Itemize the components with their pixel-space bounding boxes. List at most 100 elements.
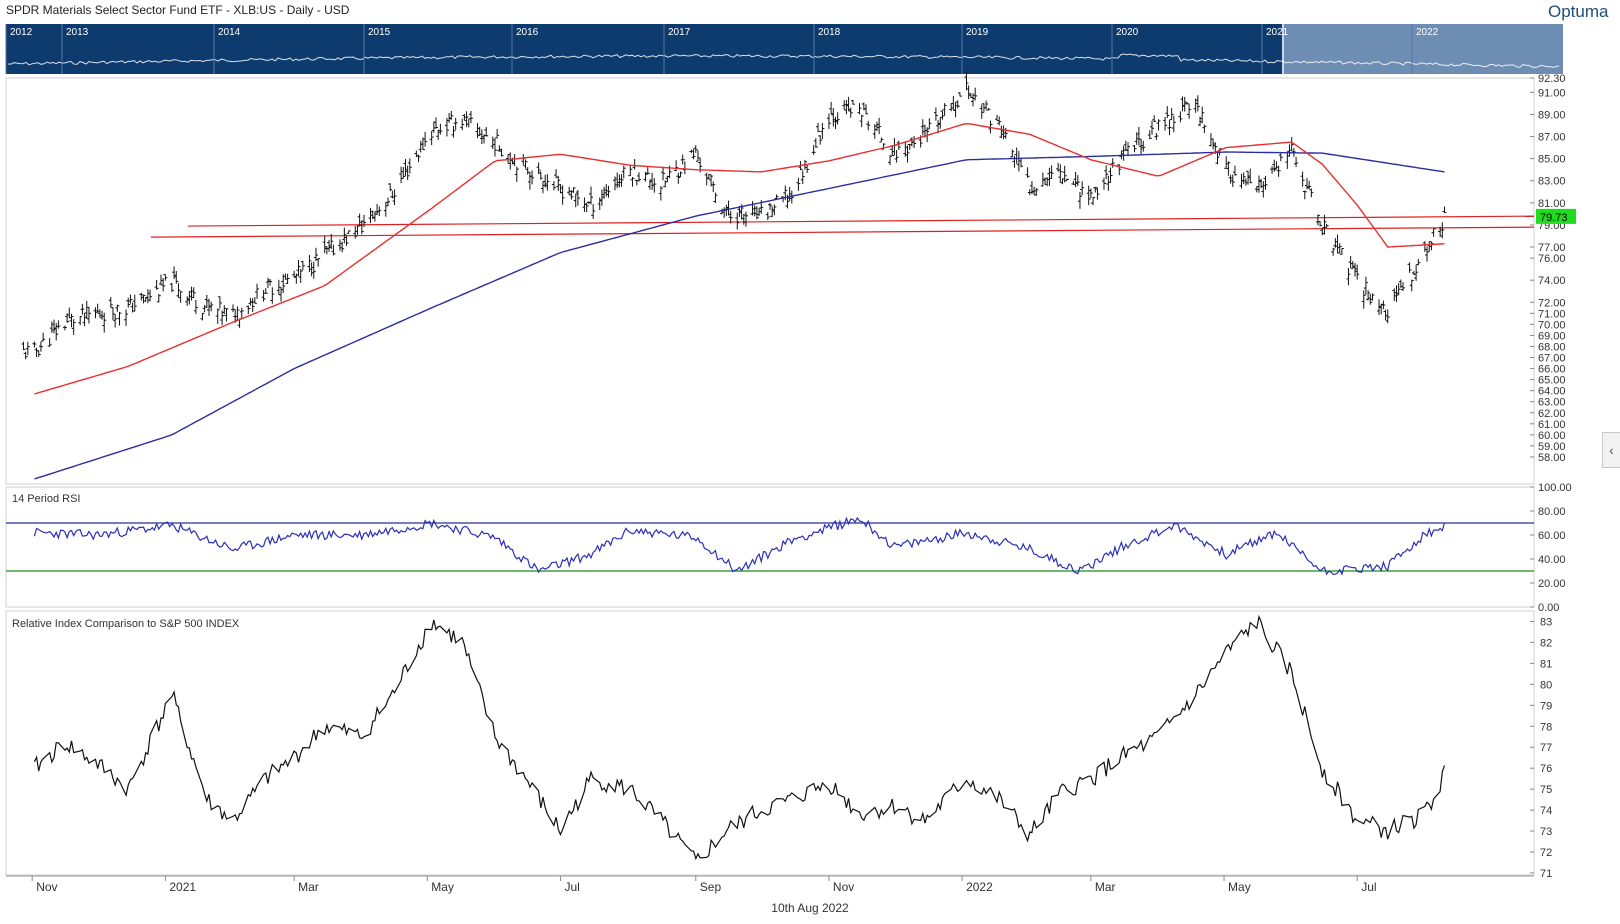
ohlc-bar xyxy=(1169,108,1174,121)
ohlc-bar xyxy=(202,304,207,313)
ohlc-bar xyxy=(390,190,395,199)
ohlc-bar xyxy=(499,148,504,157)
ohlc-bar xyxy=(772,204,777,216)
navigator-selected-window[interactable] xyxy=(1283,24,1563,74)
ohlc-bar xyxy=(613,176,618,191)
ohlc-bar xyxy=(178,291,183,303)
ohlc-bar xyxy=(647,179,652,190)
ohlc-bar xyxy=(189,286,194,301)
ohlc-bar xyxy=(298,268,303,283)
ohlc-bar xyxy=(743,211,748,227)
relative-line xyxy=(33,614,1446,861)
ohlc-bar xyxy=(818,135,823,145)
rsi-line xyxy=(33,516,1446,576)
ohlc-bar xyxy=(71,319,76,335)
ohlc-bar xyxy=(1270,166,1275,174)
ohlc-bar xyxy=(986,108,991,111)
ohlc-bar xyxy=(331,244,336,256)
ohlc-bar xyxy=(1256,175,1261,193)
ohlc-bar xyxy=(100,310,105,320)
ohlc-bar xyxy=(495,128,500,139)
ohlc-bar xyxy=(848,107,853,118)
ohlc-bar xyxy=(204,294,209,309)
relative-panel: Relative Index Comparison to S&P 500 IND… xyxy=(5,610,1552,880)
ohlc-bar xyxy=(1425,246,1430,262)
ohlc-bar xyxy=(1230,174,1235,187)
ohlc-bar xyxy=(1440,222,1445,239)
ohlc-bar xyxy=(1241,172,1246,185)
ohlc-bar xyxy=(1056,162,1061,172)
ohlc-bar xyxy=(401,167,406,179)
relative-y-tick-label: 82 xyxy=(1540,637,1552,649)
ohlc-bar xyxy=(842,100,847,110)
ohlc-bar xyxy=(1032,186,1037,196)
ohlc-bar xyxy=(1401,282,1406,291)
ohlc-bar xyxy=(324,246,329,255)
panel-collapse-tab[interactable]: ‹ xyxy=(1602,432,1620,468)
ohlc-bar xyxy=(525,167,530,175)
ohlc-bar xyxy=(615,172,620,189)
ohlc-bar xyxy=(621,165,626,179)
ohlc-bar xyxy=(1043,177,1048,185)
x-axis: Nov 2021 Mar May Jul Sep Nov 2022 Mar May Jul xyxy=(6,875,1534,894)
ohlc-bar xyxy=(377,206,382,217)
ohlc-bar xyxy=(1034,187,1039,196)
ohlc-bar xyxy=(1224,156,1229,169)
ohlc-bar xyxy=(589,186,594,205)
ohlc-bar xyxy=(337,239,342,251)
ohlc-bar xyxy=(907,143,912,150)
ohlc-bar xyxy=(217,296,222,309)
navigator-bar[interactable]: 2012 2013 2014 2015 2016 2017 2018 2019 2020 2021… xyxy=(5,24,1563,74)
ohlc-bar xyxy=(1058,164,1063,183)
ohlc-bar xyxy=(357,213,362,227)
ohlc-bar xyxy=(21,341,26,351)
ohlc-bar xyxy=(995,114,1000,122)
ohlc-bar xyxy=(604,184,609,197)
ohlc-bar xyxy=(148,289,153,302)
ohlc-bar xyxy=(709,174,714,187)
ohlc-bar xyxy=(368,207,373,224)
ohlc-bar xyxy=(431,121,436,133)
ohlc-bar xyxy=(569,190,574,200)
ohlc-bar xyxy=(936,120,941,134)
ohlc-bar xyxy=(1361,290,1366,309)
ohlc-bar xyxy=(93,307,98,319)
ohlc-bar xyxy=(1366,290,1371,301)
ohlc-bar xyxy=(586,201,591,205)
price-y-tick-label: 85.00 xyxy=(1538,154,1566,166)
ohlc-bar xyxy=(866,120,871,131)
relative-panel-title: Relative Index Comparison to S&P 500 IND… xyxy=(12,618,240,630)
ohlc-bar xyxy=(1385,309,1390,324)
ohlc-bar xyxy=(276,279,281,296)
ohlc-bar xyxy=(482,134,487,144)
ohlc-bar xyxy=(322,235,327,254)
ohlc-bar xyxy=(1064,178,1069,182)
price-y-tick-label: 66.00 xyxy=(1538,364,1566,376)
ohlc-bar xyxy=(460,118,465,131)
ohlc-bar xyxy=(514,166,519,182)
price-y-tick-label: 64.00 xyxy=(1538,386,1566,398)
ohlc-bar xyxy=(1106,175,1111,191)
relative-y-tick-label: 75 xyxy=(1540,784,1552,796)
navigator-year-label: 2012 xyxy=(10,27,33,38)
relative-y-tick-label: 74 xyxy=(1540,805,1552,817)
ohlc-bar xyxy=(964,71,969,91)
ohlc-bar xyxy=(691,148,696,160)
ohlc-bar xyxy=(770,206,775,218)
ohlc-bar xyxy=(1331,247,1336,256)
ohlc-bar xyxy=(283,273,288,280)
ohlc-bar xyxy=(680,154,685,165)
ohlc-bar xyxy=(527,171,532,190)
ohlc-bar xyxy=(536,162,541,175)
ohlc-bar xyxy=(1019,158,1024,168)
ohlc-bar xyxy=(1392,288,1397,301)
ohlc-bar xyxy=(1259,178,1264,189)
ohlc-bar xyxy=(1383,309,1388,321)
ohlc-bar xyxy=(652,178,657,193)
ohlc-bar xyxy=(1165,106,1170,119)
ohlc-bar xyxy=(1211,138,1216,150)
ohlc-bar xyxy=(1202,124,1207,134)
ohlc-bar xyxy=(477,126,482,137)
navigator-year-label: 2019 xyxy=(966,27,989,38)
ohlc-bar xyxy=(449,110,454,120)
